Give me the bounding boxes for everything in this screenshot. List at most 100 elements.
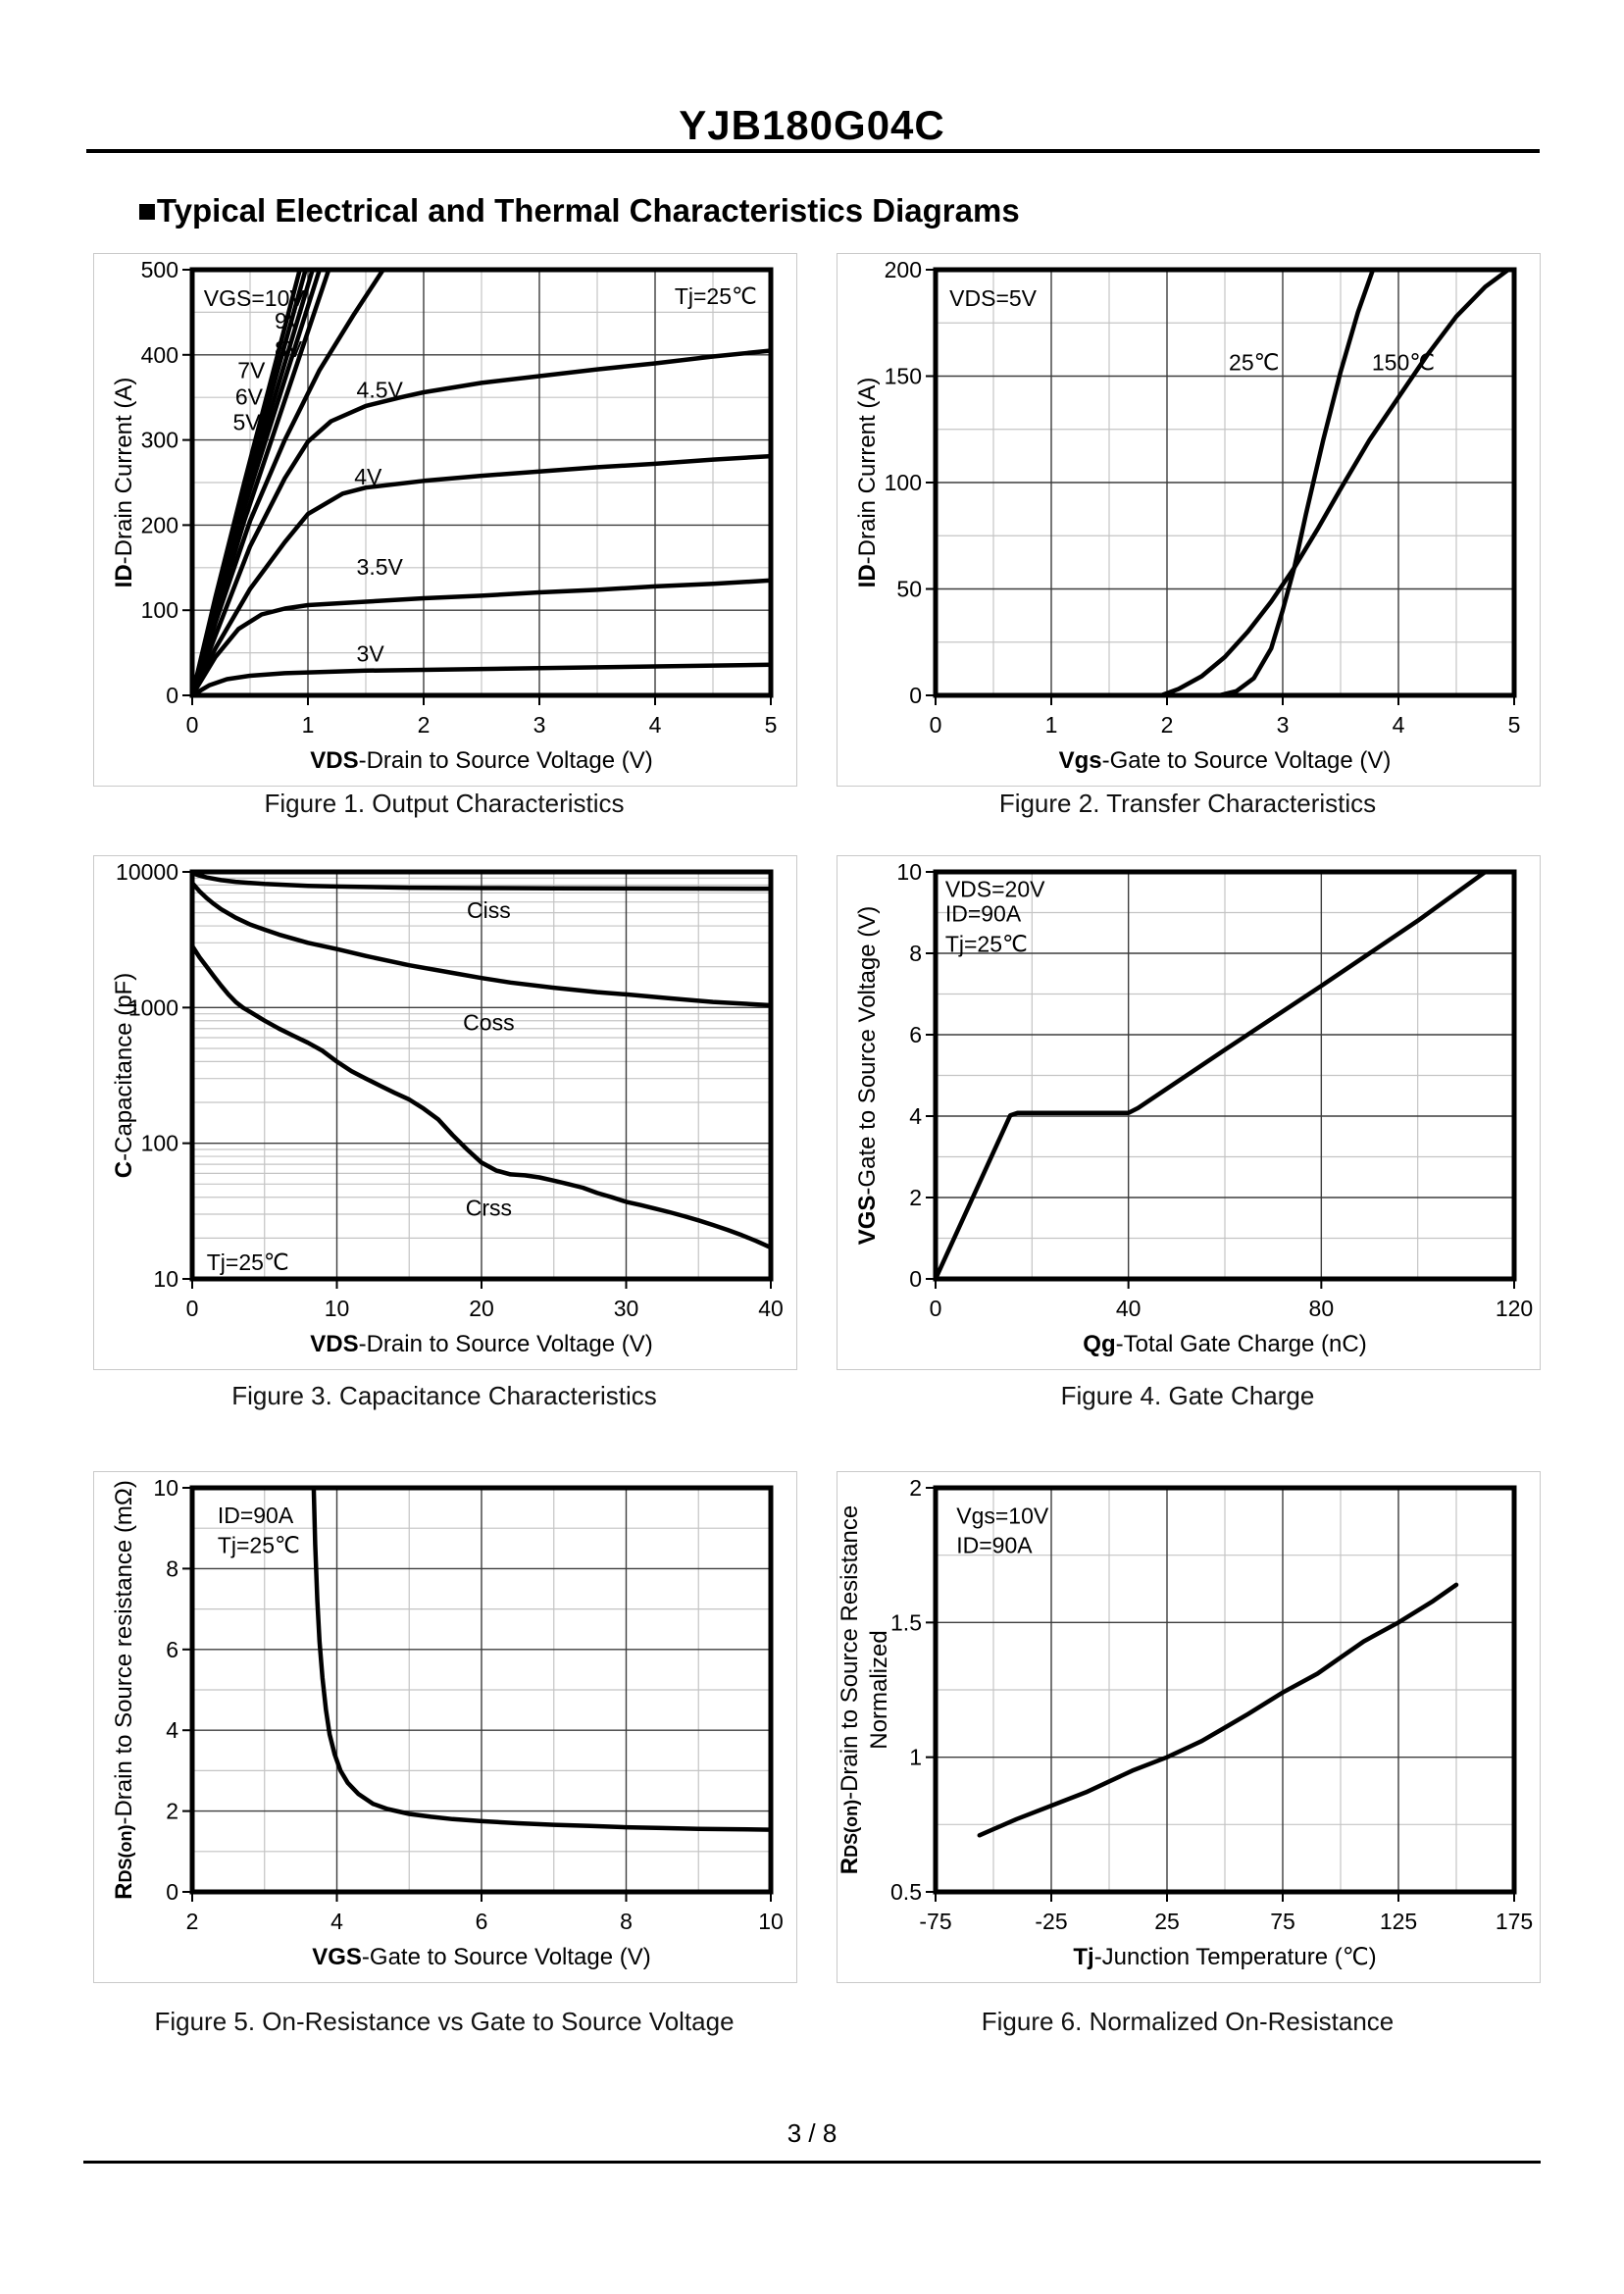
figure-4-caption: Figure 4. Gate Charge (1060, 1381, 1315, 1410)
series-rdson-vs-vgs (311, 1485, 774, 1832)
svg-text:0: 0 (909, 683, 922, 708)
figure-5-caption: Figure 5. On-Resistance vs Gate to Sourc… (154, 2007, 735, 2036)
svg-text:8V: 8V (275, 336, 303, 362)
svg-text:150℃: 150℃ (1372, 349, 1435, 375)
svg-text:2: 2 (166, 1799, 178, 1824)
figure-2-transfer-characteristics: 0 1 2 3 4 5 0 50 100 150 200 VDS=5V 25℃ 150℃ Vgs-Gate … (837, 253, 1541, 787)
svg-text:75: 75 (1270, 1909, 1295, 1934)
svg-text:2: 2 (186, 1909, 199, 1934)
svg-text:Coss: Coss (463, 1009, 514, 1035)
svg-text:3: 3 (533, 712, 546, 738)
svg-text:10: 10 (896, 859, 922, 885)
series-Coss (189, 880, 774, 1008)
svg-text:Tj-Junction Temperature (℃): Tj-Junction Temperature (℃) (1073, 1944, 1376, 1970)
svg-text:1: 1 (1045, 712, 1058, 738)
figure-6-caption: Figure 6. Normalized On-Resistance (981, 2007, 1395, 2036)
svg-text:4: 4 (909, 1103, 922, 1129)
svg-text:Vgs=10V: Vgs=10V (956, 1503, 1049, 1528)
svg-text:0: 0 (930, 712, 942, 738)
series-VGS-4.5V (189, 348, 774, 698)
svg-text:175: 175 (1496, 1909, 1533, 1934)
svg-text:-25: -25 (1035, 1909, 1067, 1934)
svg-text:0: 0 (166, 683, 178, 708)
svg-text:150: 150 (885, 364, 922, 389)
figure-1-output-characteristics: 0 1 2 3 4 5 0 100 200 300 400 500 VGS=10V 9V 8V 7V 6V 5V 4… (93, 253, 797, 787)
svg-text:4.5V: 4.5V (357, 378, 404, 403)
svg-text:RDS(on)-Drain to Source Resist: RDS(on)-Drain to Source Resistance (837, 1505, 863, 1874)
svg-text:4: 4 (330, 1909, 343, 1934)
series-VGS-3.5V (189, 578, 774, 698)
series-VGS-3V (189, 662, 774, 698)
svg-text:4: 4 (1393, 712, 1405, 738)
svg-text:ID-Drain Current (A): ID-Drain Current (A) (111, 378, 137, 588)
svg-text:0: 0 (930, 1296, 942, 1321)
svg-text:4: 4 (649, 712, 662, 738)
svg-text:Ciss: Ciss (467, 897, 511, 923)
svg-text:4: 4 (166, 1717, 178, 1743)
figure-4-gate-charge: 0 40 80 120 0 2 4 6 8 10 VDS=20V ID=90A Tj=25℃ Qg-Tot… (837, 855, 1541, 1370)
svg-text:2: 2 (418, 712, 431, 738)
svg-text:0: 0 (186, 712, 199, 738)
series-normalized-rdson (977, 1582, 1459, 1838)
figure-3-chart: 0 10 20 30 40 10 100 1000 10000 Ciss Coss Crss Tj=25… (111, 859, 784, 1357)
svg-text:C-Capacitance (pF): C-Capacitance (pF) (111, 973, 137, 1178)
svg-text:Tj=25℃: Tj=25℃ (675, 283, 757, 309)
svg-text:VDS=20V: VDS=20V (945, 877, 1045, 902)
svg-text:7V: 7V (237, 358, 266, 383)
svg-text:500: 500 (141, 257, 178, 282)
svg-text:2: 2 (909, 1475, 922, 1501)
svg-text:50: 50 (896, 577, 922, 602)
svg-text:10: 10 (325, 1296, 350, 1321)
svg-text:Tj=25℃: Tj=25℃ (218, 1533, 300, 1558)
svg-text:Tj=25℃: Tj=25℃ (207, 1249, 289, 1275)
svg-text:80: 80 (1309, 1296, 1335, 1321)
series-VGS-4V (189, 453, 774, 698)
svg-text:6V: 6V (235, 383, 264, 409)
svg-text:1000: 1000 (128, 994, 178, 1020)
svg-text:0.5: 0.5 (890, 1879, 922, 1905)
svg-text:Tj=25℃: Tj=25℃ (945, 932, 1028, 957)
svg-text:30: 30 (614, 1296, 639, 1321)
svg-text:400: 400 (141, 342, 178, 368)
figure-6-chart: -75 -25 25 75 125 175 0.5 1 1.5 2 Vgs=10V ID=90A Tj-… (837, 1475, 1533, 1970)
figure-6-normalized-on-resistance: -75 -25 25 75 125 175 0.5 1 1.5 2 Vgs=10V ID=90A Tj-… (837, 1471, 1541, 1983)
svg-text:4V: 4V (354, 464, 382, 489)
svg-text:25℃: 25℃ (1229, 349, 1279, 375)
title-divider (86, 149, 1540, 153)
svg-text:5: 5 (765, 712, 778, 738)
svg-text:VDS=5V: VDS=5V (949, 285, 1038, 311)
svg-text:0: 0 (909, 1266, 922, 1292)
footer-divider (83, 2161, 1541, 2164)
svg-text:1.5: 1.5 (890, 1609, 922, 1635)
svg-text:RDS(on)-Drain to Source resist: RDS(on)-Drain to Source resistance (mΩ) (111, 1480, 137, 1900)
series-VGS-5V (189, 267, 385, 698)
page-title: YJB180G04C (679, 102, 945, 148)
svg-text:3.5V: 3.5V (357, 554, 404, 580)
svg-text:ID-Drain Current (A): ID-Drain Current (A) (854, 378, 881, 588)
svg-text:100: 100 (885, 470, 922, 495)
svg-text:ID=90A: ID=90A (945, 901, 1022, 927)
page-number: 3 / 8 (787, 2118, 837, 2148)
series-150C (1158, 267, 1511, 698)
series-gate-charge (933, 869, 1488, 1282)
svg-text:Vgs-Gate to Source Voltage (V): Vgs-Gate to Source Voltage (V) (1059, 747, 1392, 774)
svg-text:10: 10 (153, 1475, 178, 1501)
svg-text:1: 1 (909, 1745, 922, 1770)
figure-2-caption: Figure 2. Transfer Characteristics (998, 789, 1377, 818)
svg-text:3: 3 (1277, 712, 1290, 738)
svg-text:VDS-Drain to Source Voltage (V: VDS-Drain to Source Voltage (V) (310, 747, 653, 774)
svg-text:300: 300 (141, 428, 178, 453)
figure-1-caption: Figure 1. Output Characteristics (264, 789, 625, 818)
svg-text:VGS-Gate to Source Voltage (V): VGS-Gate to Source Voltage (V) (312, 1944, 651, 1970)
series-Crss (189, 943, 774, 1250)
svg-text:9V: 9V (275, 308, 303, 333)
svg-text:25: 25 (1154, 1909, 1180, 1934)
svg-text:6: 6 (166, 1637, 178, 1662)
svg-text:ID=90A: ID=90A (218, 1503, 294, 1528)
svg-text:120: 120 (1496, 1296, 1533, 1321)
svg-text:40: 40 (1116, 1296, 1142, 1321)
svg-text:10: 10 (758, 1909, 784, 1934)
